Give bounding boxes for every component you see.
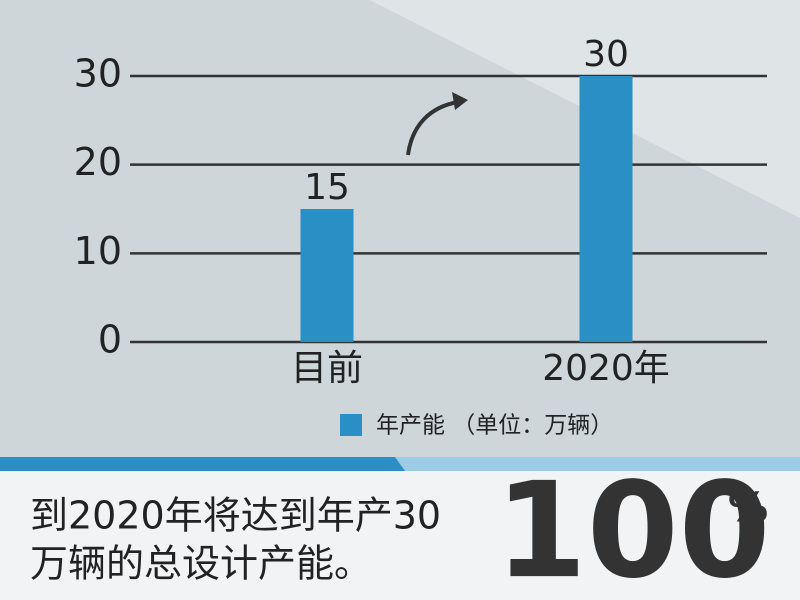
y-tick-label: 30 xyxy=(74,52,122,96)
trend-arrow-head xyxy=(452,92,468,110)
footer-background xyxy=(0,471,800,600)
y-tick-label: 20 xyxy=(74,140,122,184)
footer-line: 到2020年将达到年产30 xyxy=(30,494,441,538)
stripe-dark xyxy=(0,457,405,471)
chart: 0 10 20 30 目前 15 2020年 30 年产能 （单位：万辆） xyxy=(74,34,767,439)
x-tick-label: 目前 xyxy=(291,348,363,389)
bar xyxy=(579,76,633,342)
bar xyxy=(300,209,354,342)
legend-label: 年产能 （单位：万辆） xyxy=(376,413,613,439)
legend-swatch xyxy=(340,414,362,436)
highlight-unit: % xyxy=(728,485,768,531)
x-tick-label: 2020年 xyxy=(542,348,670,389)
y-tick-label: 0 xyxy=(98,318,122,362)
value-label: 15 xyxy=(304,167,350,208)
footer-line: 万辆的总设计产能。 xyxy=(30,542,372,586)
value-label: 30 xyxy=(583,34,629,75)
highlight-number: 100 xyxy=(495,454,771,600)
trend-arrow xyxy=(406,100,459,156)
y-tick-label: 10 xyxy=(74,229,122,273)
